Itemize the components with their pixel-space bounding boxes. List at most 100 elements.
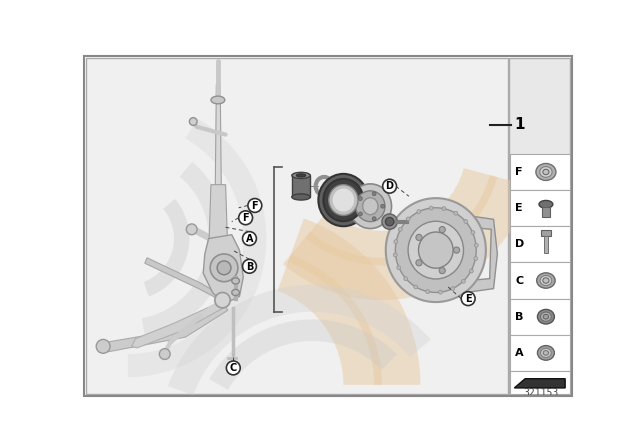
Text: E: E (515, 203, 523, 213)
Ellipse shape (543, 351, 548, 355)
Bar (509, 58, 570, 394)
Ellipse shape (232, 289, 239, 296)
Ellipse shape (385, 217, 394, 226)
Ellipse shape (386, 198, 486, 302)
Bar (544, 236, 548, 253)
Circle shape (372, 192, 376, 196)
Circle shape (358, 212, 362, 216)
Circle shape (439, 227, 445, 233)
Circle shape (159, 349, 170, 359)
Text: C: C (230, 363, 237, 373)
Bar (509, 190, 570, 226)
Ellipse shape (211, 96, 225, 104)
Bar (509, 263, 570, 299)
Ellipse shape (539, 200, 553, 208)
Polygon shape (103, 305, 228, 352)
Ellipse shape (426, 290, 429, 293)
Ellipse shape (232, 278, 239, 284)
Ellipse shape (363, 198, 378, 215)
Ellipse shape (469, 269, 473, 273)
Ellipse shape (382, 214, 397, 229)
Wedge shape (168, 285, 431, 395)
Wedge shape (283, 175, 531, 300)
Text: D: D (515, 239, 524, 250)
Ellipse shape (397, 266, 401, 270)
Circle shape (239, 211, 253, 225)
Circle shape (461, 292, 475, 306)
Circle shape (439, 267, 445, 274)
Text: E: E (465, 294, 472, 304)
Ellipse shape (394, 240, 397, 244)
Ellipse shape (541, 312, 551, 321)
Polygon shape (465, 215, 497, 293)
Circle shape (381, 204, 385, 208)
Text: B: B (246, 262, 253, 271)
Bar (509, 371, 570, 394)
Circle shape (416, 234, 422, 241)
Ellipse shape (541, 348, 551, 358)
Bar (509, 154, 570, 190)
Bar (542, 207, 550, 217)
Circle shape (189, 118, 197, 125)
Circle shape (215, 293, 230, 308)
Wedge shape (305, 168, 497, 266)
Ellipse shape (296, 174, 306, 177)
Ellipse shape (333, 189, 354, 211)
Ellipse shape (538, 345, 554, 360)
Circle shape (96, 340, 110, 353)
Ellipse shape (442, 207, 446, 211)
Circle shape (454, 247, 460, 253)
Ellipse shape (398, 227, 402, 231)
Text: F: F (515, 167, 523, 177)
Circle shape (248, 198, 262, 212)
Wedge shape (209, 319, 397, 390)
Ellipse shape (414, 285, 418, 289)
Ellipse shape (540, 276, 552, 285)
Bar (86, 58, 508, 394)
Ellipse shape (404, 277, 408, 280)
Ellipse shape (537, 273, 555, 288)
Bar (509, 299, 570, 335)
Ellipse shape (474, 243, 478, 247)
Polygon shape (145, 258, 225, 302)
Text: A: A (515, 348, 524, 358)
Ellipse shape (464, 220, 468, 224)
Polygon shape (209, 185, 228, 254)
Ellipse shape (543, 169, 549, 175)
Text: D: D (386, 181, 394, 191)
Ellipse shape (540, 167, 552, 177)
Circle shape (243, 259, 257, 273)
Ellipse shape (474, 257, 477, 260)
Ellipse shape (396, 208, 476, 293)
Ellipse shape (538, 310, 554, 324)
Polygon shape (204, 235, 243, 304)
Ellipse shape (323, 179, 364, 221)
Bar (541, 230, 550, 236)
Wedge shape (128, 119, 266, 377)
Ellipse shape (408, 221, 463, 279)
Wedge shape (143, 199, 189, 297)
Text: F: F (243, 213, 249, 223)
Ellipse shape (406, 217, 410, 221)
Text: 321153: 321153 (523, 388, 558, 397)
Bar (509, 226, 570, 263)
Ellipse shape (329, 185, 358, 215)
Polygon shape (132, 300, 227, 348)
Circle shape (243, 232, 257, 246)
Ellipse shape (454, 211, 458, 215)
Text: C: C (515, 276, 524, 285)
Ellipse shape (429, 206, 433, 210)
Circle shape (416, 260, 422, 266)
Ellipse shape (471, 231, 475, 234)
Ellipse shape (292, 172, 310, 178)
Ellipse shape (292, 194, 310, 200)
Ellipse shape (461, 280, 465, 283)
Polygon shape (215, 85, 221, 231)
Circle shape (372, 217, 376, 220)
Circle shape (383, 179, 397, 193)
Ellipse shape (543, 314, 548, 319)
Ellipse shape (349, 184, 392, 228)
Ellipse shape (543, 278, 549, 283)
Circle shape (227, 361, 240, 375)
Wedge shape (142, 162, 228, 337)
